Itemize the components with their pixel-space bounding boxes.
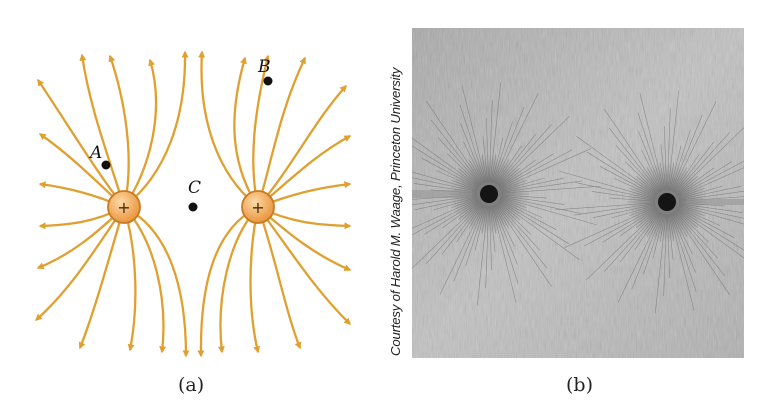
field-line <box>124 60 156 207</box>
field-line <box>221 207 259 352</box>
point-c: C <box>188 178 201 212</box>
field-line <box>38 80 124 207</box>
field-line <box>251 207 259 352</box>
point-c-label: C <box>188 178 201 198</box>
field-line <box>201 52 258 207</box>
electric-field-diagram: + + A B C <box>0 0 380 408</box>
field-photo <box>412 28 744 358</box>
point-b-label: B <box>257 57 271 77</box>
field-line <box>124 207 135 350</box>
charge-sign: + <box>117 198 130 217</box>
caption-a: (a) <box>178 374 204 396</box>
photo-credit: Courtesy of Harold M. Waage, Princeton U… <box>388 26 404 356</box>
right-positive-charge: + <box>242 191 274 223</box>
point-b: B <box>257 57 273 86</box>
field-line <box>258 136 350 207</box>
point-a-label: A <box>88 143 102 163</box>
charge-sign: + <box>251 198 264 217</box>
field-line <box>110 56 129 207</box>
iron-filings-photo <box>412 28 744 358</box>
caption-b: (b) <box>566 374 593 396</box>
panel-a-field-diagram: + + A B C <box>0 0 380 408</box>
left-positive-charge: + <box>108 191 140 223</box>
field-line <box>258 207 300 348</box>
